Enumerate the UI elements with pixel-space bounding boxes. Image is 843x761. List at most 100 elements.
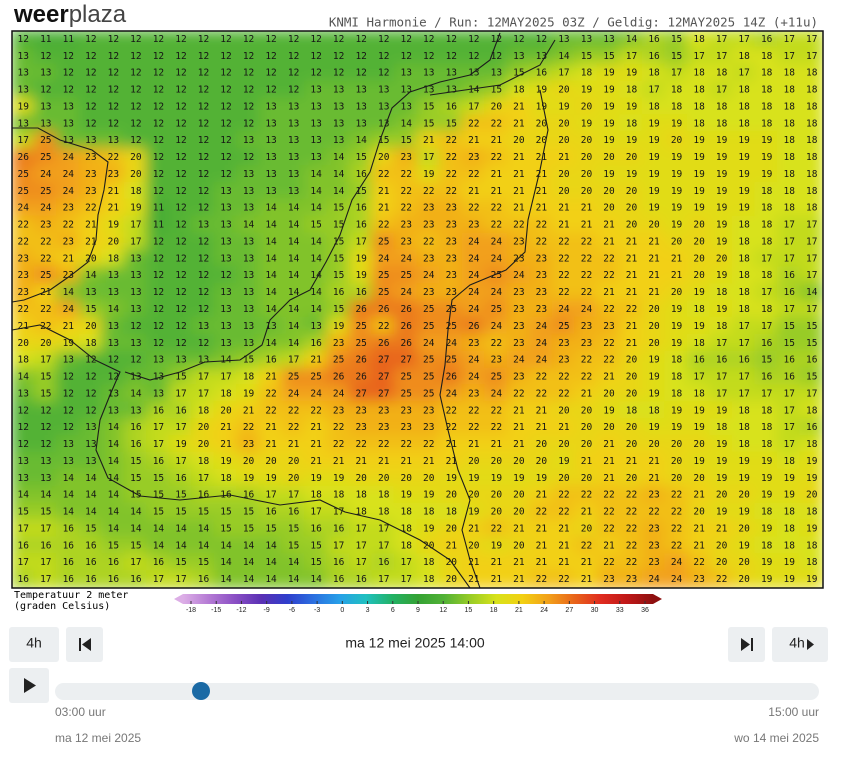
temp-cell bbox=[776, 63, 802, 83]
legend-tick-label: 6 bbox=[391, 607, 395, 614]
temp-value: 21 bbox=[536, 422, 548, 433]
temp-value: 12 bbox=[63, 51, 74, 62]
temp-cell bbox=[326, 181, 351, 201]
temp-cell bbox=[754, 249, 779, 269]
temp-cell bbox=[168, 418, 194, 438]
temp-cell bbox=[393, 97, 419, 117]
temp-value: 12 bbox=[220, 152, 231, 163]
temp-value: 15 bbox=[243, 523, 254, 534]
time-slider[interactable] bbox=[55, 683, 819, 700]
temp-cell bbox=[439, 165, 464, 184]
temp-value: 17 bbox=[310, 507, 321, 518]
temp-value: 20 bbox=[491, 507, 503, 518]
temp-cell bbox=[56, 384, 81, 404]
temp-value: 13 bbox=[333, 101, 344, 112]
temp-cell bbox=[191, 367, 216, 387]
temp-cell bbox=[416, 198, 442, 218]
temp-cell bbox=[236, 165, 261, 184]
temp-cell bbox=[416, 333, 442, 353]
temp-cell bbox=[303, 97, 329, 117]
temp-cell bbox=[686, 165, 712, 184]
temp-value: 18 bbox=[806, 85, 818, 96]
temp-cell bbox=[123, 97, 149, 117]
temp-value: 22 bbox=[491, 118, 502, 129]
temp-value: 15 bbox=[265, 523, 276, 534]
temp-cell bbox=[56, 46, 81, 66]
temp-value: 17 bbox=[198, 473, 209, 484]
temp-cell bbox=[506, 215, 532, 235]
temp-value: 21 bbox=[423, 456, 435, 467]
temp-cell bbox=[686, 283, 712, 303]
slider-knob[interactable] bbox=[192, 682, 210, 700]
temp-value: 20 bbox=[513, 456, 525, 467]
temp-value: 22 bbox=[581, 270, 592, 281]
temp-value: 21 bbox=[581, 507, 593, 518]
temp-value: 16 bbox=[108, 574, 120, 585]
temp-cell bbox=[416, 148, 442, 168]
temp-cell bbox=[506, 435, 532, 454]
temp-cell bbox=[709, 333, 734, 353]
temp-cell bbox=[574, 114, 599, 134]
temp-cell bbox=[506, 418, 532, 438]
temp-cell bbox=[281, 148, 306, 168]
temp-value: 13 bbox=[18, 85, 29, 96]
temp-cell bbox=[78, 46, 104, 66]
temp-value: 24 bbox=[401, 253, 413, 264]
temp-cell bbox=[281, 131, 306, 151]
temp-value: 11 bbox=[153, 203, 165, 214]
temp-value: 27 bbox=[355, 388, 366, 399]
temp-value: 20 bbox=[288, 456, 300, 467]
temp-cell bbox=[686, 148, 712, 168]
temp-value: 14 bbox=[288, 557, 300, 568]
temp-cell bbox=[596, 350, 622, 370]
temp-cell bbox=[416, 401, 442, 421]
temp-cell bbox=[146, 63, 171, 83]
temp-value: 21 bbox=[558, 523, 570, 534]
temp-value: 20 bbox=[355, 473, 367, 484]
temp-cell bbox=[56, 350, 81, 370]
temp-value: 12 bbox=[175, 236, 186, 247]
temp-value: 22 bbox=[558, 236, 569, 247]
temp-value: 12 bbox=[468, 51, 479, 62]
temp-value: 21 bbox=[333, 456, 345, 467]
temp-cell bbox=[236, 114, 261, 134]
temp-cell bbox=[709, 131, 734, 151]
temp-value: 18 bbox=[716, 321, 728, 332]
temp-cell bbox=[371, 80, 396, 100]
temp-value: 18 bbox=[626, 405, 638, 416]
temp-cell bbox=[258, 283, 284, 303]
temp-value: 23 bbox=[423, 287, 434, 298]
temp-cell bbox=[776, 148, 802, 168]
temp-cell bbox=[33, 46, 59, 66]
temp-value: 23 bbox=[446, 253, 457, 264]
temp-value: 15 bbox=[761, 355, 772, 366]
temp-cell bbox=[776, 350, 802, 370]
temp-value: 18 bbox=[806, 135, 818, 146]
temp-value: 19 bbox=[648, 118, 660, 129]
temp-value: 20 bbox=[288, 473, 300, 484]
temp-cell bbox=[506, 80, 532, 100]
temp-value: 24 bbox=[333, 388, 345, 399]
temp-value: 20 bbox=[581, 135, 593, 146]
temp-value: 16 bbox=[355, 220, 367, 231]
temp-cell bbox=[529, 451, 554, 471]
temp-value: 17 bbox=[18, 557, 29, 568]
temp-value: 19 bbox=[716, 169, 728, 180]
temp-cell bbox=[281, 80, 306, 100]
temp-cell bbox=[236, 232, 261, 252]
temp-value: 21 bbox=[310, 439, 322, 450]
temp-value: 22 bbox=[581, 253, 592, 264]
temp-value: 12 bbox=[198, 203, 209, 214]
temp-cell bbox=[326, 451, 351, 471]
temp-cell bbox=[56, 300, 81, 319]
temp-value: 15 bbox=[288, 523, 299, 534]
temp-value: 15 bbox=[40, 372, 51, 383]
temp-value: 17 bbox=[626, 51, 637, 62]
temp-cell bbox=[551, 114, 577, 134]
temp-value: 22 bbox=[603, 304, 614, 315]
temp-cell bbox=[709, 367, 734, 387]
temp-cell bbox=[191, 46, 216, 66]
temp-value: 16 bbox=[783, 355, 795, 366]
temp-value: 19 bbox=[738, 507, 750, 518]
temp-value: 16 bbox=[333, 287, 345, 298]
